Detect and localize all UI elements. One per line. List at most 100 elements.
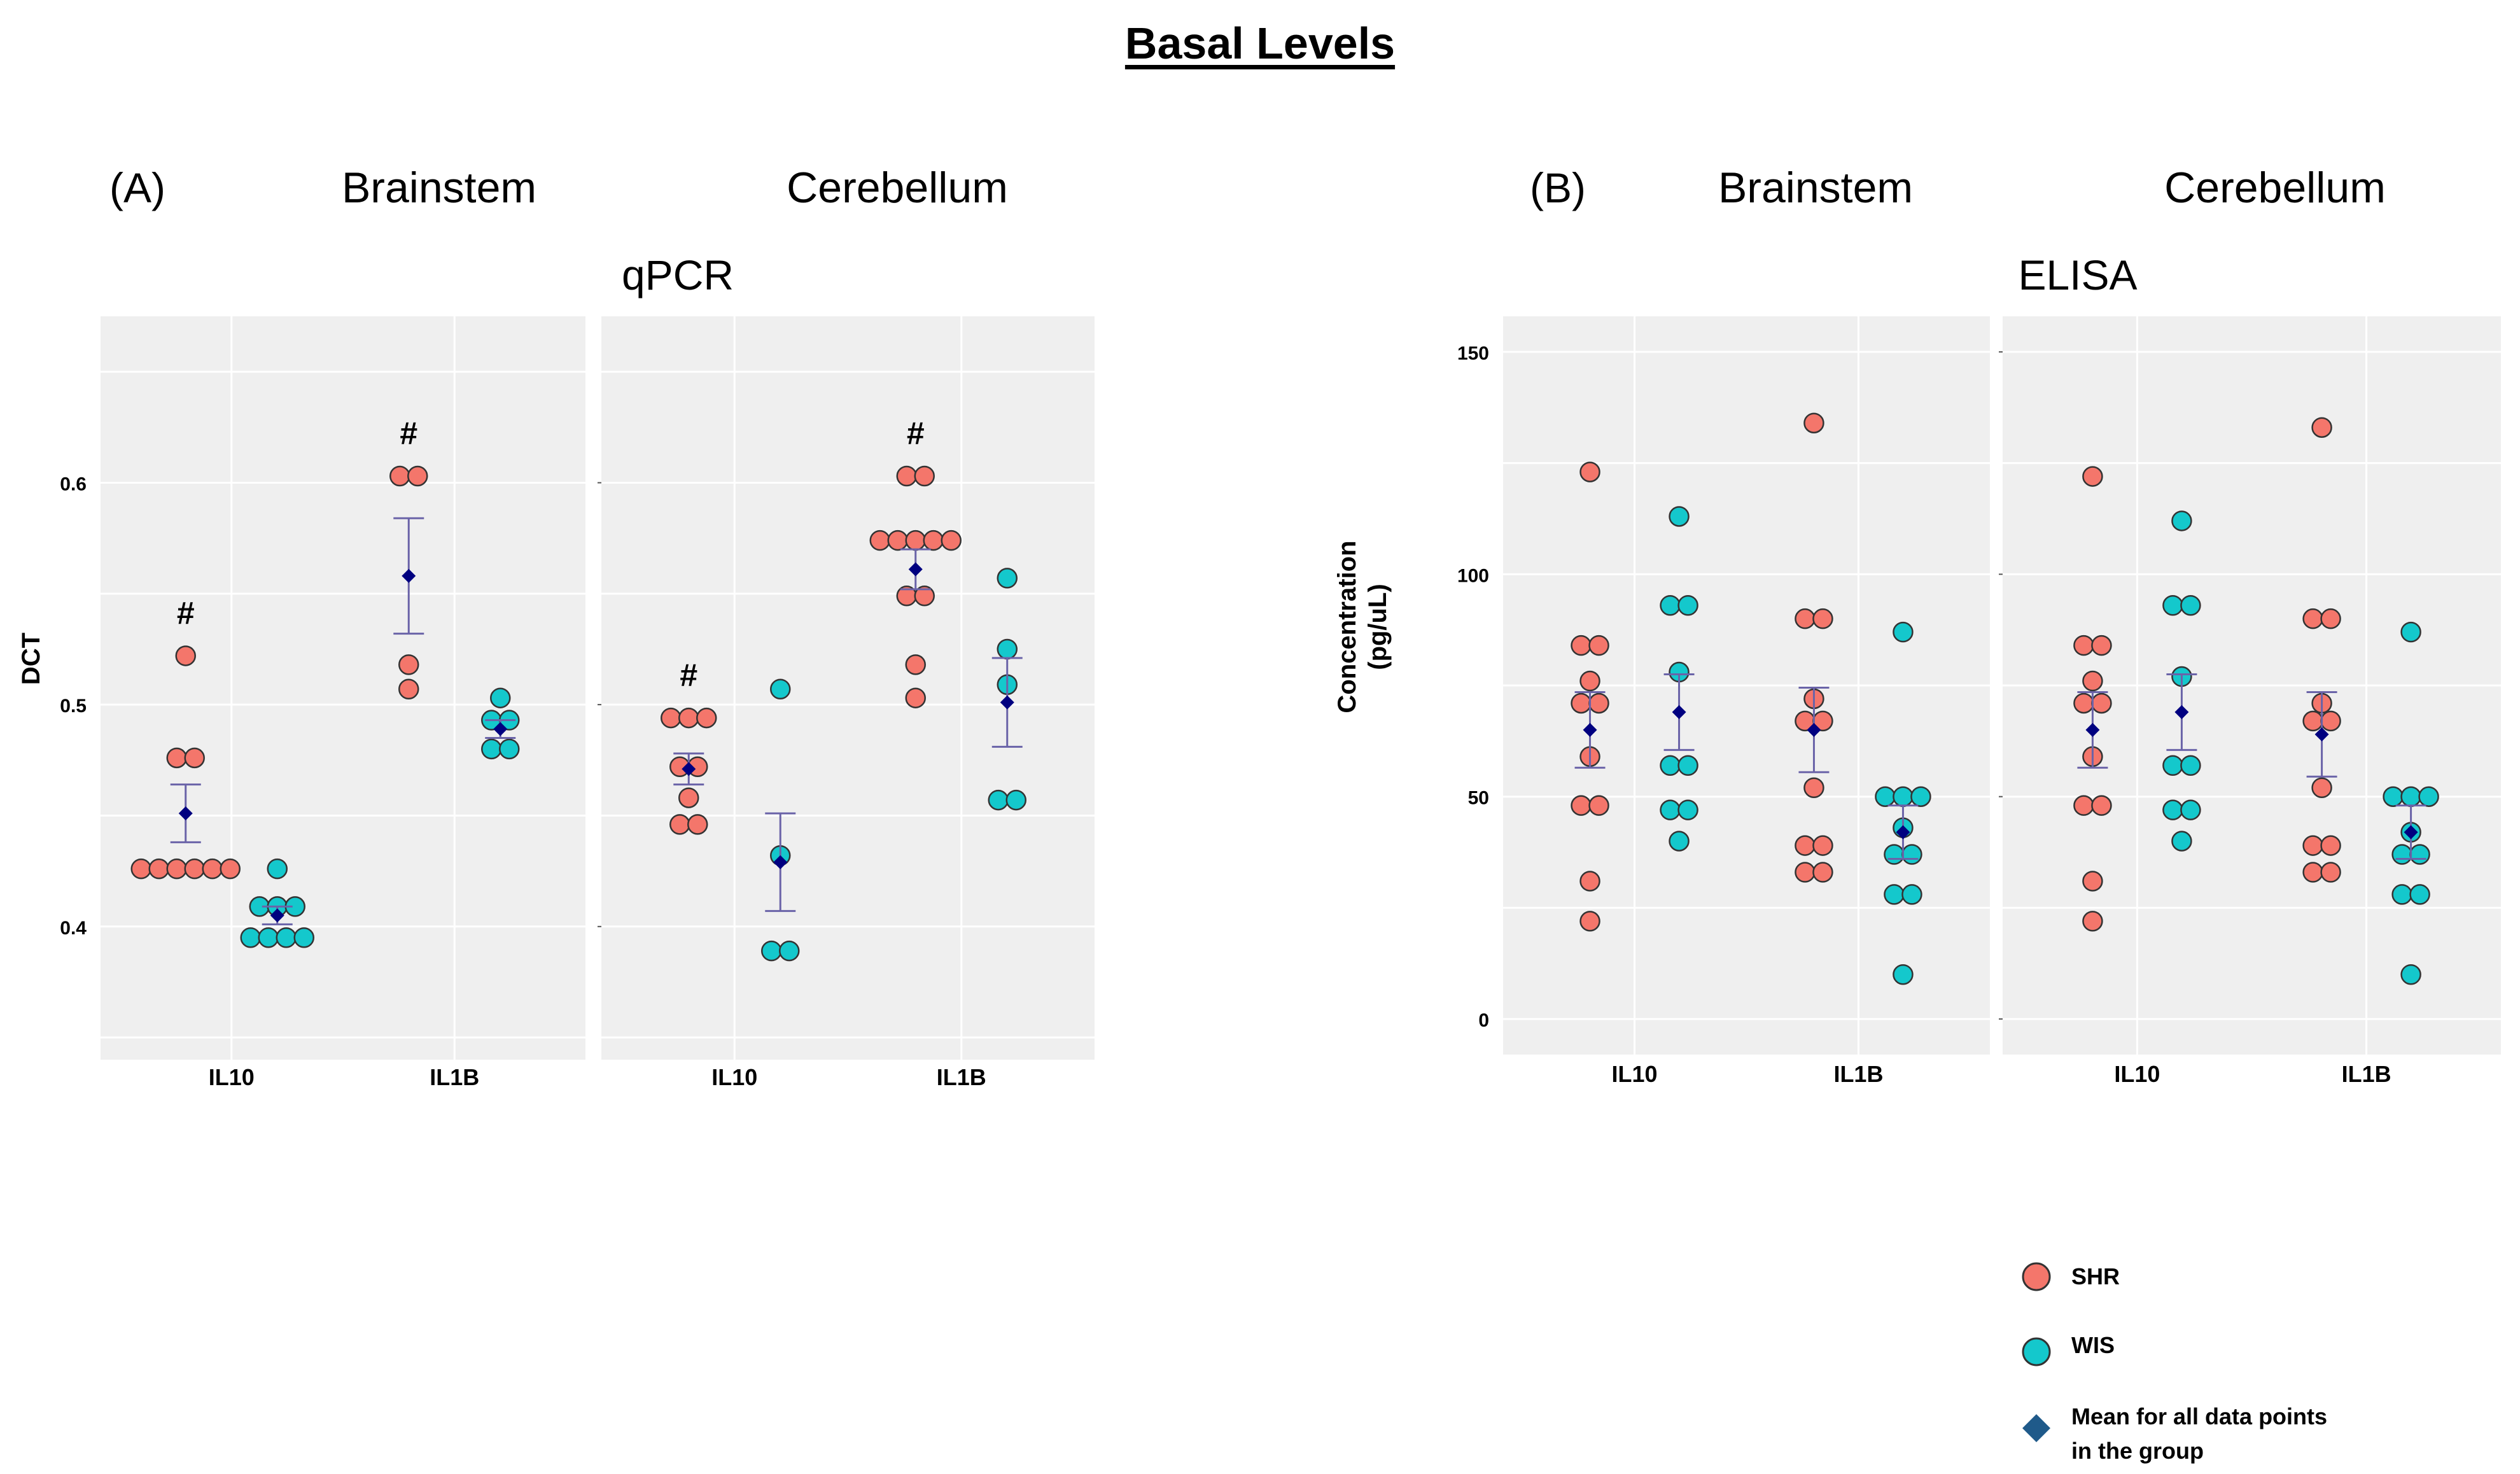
data-point-shr bbox=[2311, 777, 2332, 798]
data-point-wis bbox=[2171, 510, 2192, 531]
x-tick-label: IL1B bbox=[430, 1064, 479, 1090]
data-point-shr bbox=[1795, 835, 1816, 856]
group-il1b-wis bbox=[988, 568, 1026, 811]
mean-marker bbox=[178, 806, 193, 820]
data-point-wis bbox=[2180, 755, 2201, 776]
data-point-shr bbox=[1579, 911, 1600, 932]
data-point-wis bbox=[2409, 844, 2430, 865]
facet-title: Cerebellum bbox=[2164, 164, 2386, 212]
panel-background bbox=[601, 316, 1095, 1060]
data-point-shr bbox=[914, 465, 935, 487]
data-point-wis bbox=[761, 940, 782, 962]
mean-marker bbox=[2314, 727, 2329, 741]
data-point-wis bbox=[1884, 844, 1905, 865]
facet-title: Brainstem bbox=[1718, 164, 1913, 212]
data-point-wis bbox=[997, 638, 1018, 660]
mean-marker bbox=[1672, 705, 1686, 719]
group-il1b-shr: # bbox=[389, 416, 428, 699]
data-point-shr bbox=[2073, 795, 2094, 816]
assay-title: qPCR bbox=[622, 251, 734, 298]
chart-panel-elisa: (B) Brainstem Cerebellum ELISA Concentration… bbox=[1333, 164, 2501, 1087]
data-point-shr bbox=[1579, 461, 1600, 482]
data-point-shr bbox=[1803, 412, 1824, 433]
mean-marker bbox=[2404, 825, 2418, 839]
y-tick-label: 0.6 bbox=[60, 474, 87, 495]
legend-mean-label: Mean for all data points bbox=[2071, 1403, 2327, 1429]
data-point-shr bbox=[166, 858, 187, 880]
facet-title: Brainstem bbox=[342, 164, 536, 212]
group-il10-shr: # bbox=[661, 657, 717, 835]
significance-mark: # bbox=[907, 416, 925, 451]
panel-label: (B) bbox=[1530, 164, 1586, 211]
legend-shr-swatch bbox=[2022, 1262, 2051, 1291]
data-point-wis bbox=[2383, 786, 2404, 807]
data-point-wis bbox=[240, 927, 261, 948]
data-point-shr bbox=[2073, 635, 2094, 656]
significance-mark: # bbox=[177, 595, 195, 631]
data-point-wis bbox=[779, 940, 800, 962]
mean-marker bbox=[1896, 825, 1910, 839]
data-point-wis bbox=[2400, 964, 2421, 985]
data-point-wis bbox=[2409, 884, 2430, 905]
figure-title-wrap: Basal Levels bbox=[0, 18, 2520, 69]
data-point-shr bbox=[1579, 670, 1600, 692]
group-il1b-wis bbox=[1875, 621, 1931, 985]
data-point-shr bbox=[398, 678, 419, 699]
data-point-shr bbox=[389, 465, 410, 487]
data-point-shr bbox=[2082, 911, 2103, 932]
data-point-shr bbox=[1588, 635, 1609, 656]
data-point-wis bbox=[1005, 789, 1026, 811]
data-point-shr bbox=[869, 530, 890, 551]
data-point-shr bbox=[2320, 710, 2341, 732]
data-point-wis bbox=[267, 858, 288, 880]
data-point-wis bbox=[1660, 755, 1681, 776]
data-point-wis bbox=[499, 738, 520, 760]
data-point-wis bbox=[1901, 844, 1922, 865]
legend-wis-label: WIS bbox=[2071, 1332, 2115, 1358]
group-il10-wis bbox=[761, 678, 800, 962]
mean-marker bbox=[1583, 722, 1597, 737]
data-point-shr bbox=[2091, 635, 2112, 656]
mean-marker bbox=[908, 562, 923, 577]
group-il1b-shr bbox=[2302, 417, 2341, 883]
data-point-shr bbox=[661, 707, 682, 729]
data-point-wis bbox=[1901, 884, 1922, 905]
x-tick-label: IL10 bbox=[2114, 1061, 2160, 1087]
data-point-shr bbox=[2082, 871, 2103, 892]
data-point-wis bbox=[1884, 884, 1905, 905]
data-point-shr bbox=[896, 465, 917, 487]
data-point-shr bbox=[1812, 835, 1833, 856]
data-point-shr bbox=[923, 530, 944, 551]
legend-wis-swatch bbox=[2022, 1337, 2051, 1366]
data-point-shr bbox=[1588, 692, 1609, 714]
facet-title: Cerebellum bbox=[787, 164, 1008, 212]
legend: SHR WIS Mean for all data points in the gr… bbox=[2022, 1262, 2327, 1464]
y-tick-label: 0.5 bbox=[60, 696, 87, 717]
data-point-shr bbox=[148, 858, 169, 880]
data-point-shr bbox=[1571, 795, 1592, 816]
data-point-shr bbox=[1571, 635, 1592, 656]
panel-label: (A) bbox=[109, 164, 165, 211]
chart-panel-qpcr: (A) Brainstem Cerebellum qPCR DCT 0.4 0.5 0.6 IL… bbox=[17, 164, 1095, 1090]
mean-marker bbox=[2085, 722, 2100, 737]
data-point-shr bbox=[1795, 862, 1816, 883]
data-point-shr bbox=[2302, 710, 2323, 732]
data-point-wis bbox=[1893, 621, 1914, 643]
mean-marker bbox=[270, 908, 284, 923]
data-point-shr bbox=[2082, 670, 2103, 692]
data-point-wis bbox=[2180, 799, 2201, 820]
data-point-shr bbox=[1812, 608, 1833, 629]
group-il1b-shr bbox=[1795, 412, 1833, 883]
data-point-wis bbox=[2162, 799, 2183, 820]
data-point-shr bbox=[2091, 692, 2112, 714]
assay-title: ELISA bbox=[2018, 251, 2137, 298]
data-point-wis bbox=[1893, 964, 1914, 985]
data-point-wis bbox=[1677, 755, 1698, 776]
x-tick-label: IL10 bbox=[1612, 1061, 1658, 1087]
data-point-shr bbox=[2320, 862, 2341, 883]
data-point-wis bbox=[2400, 786, 2421, 807]
y-axis-label-line: (pg/uL) bbox=[1364, 584, 1392, 670]
x-tick-label: IL1B bbox=[1833, 1061, 1883, 1087]
data-point-wis bbox=[1893, 786, 1914, 807]
